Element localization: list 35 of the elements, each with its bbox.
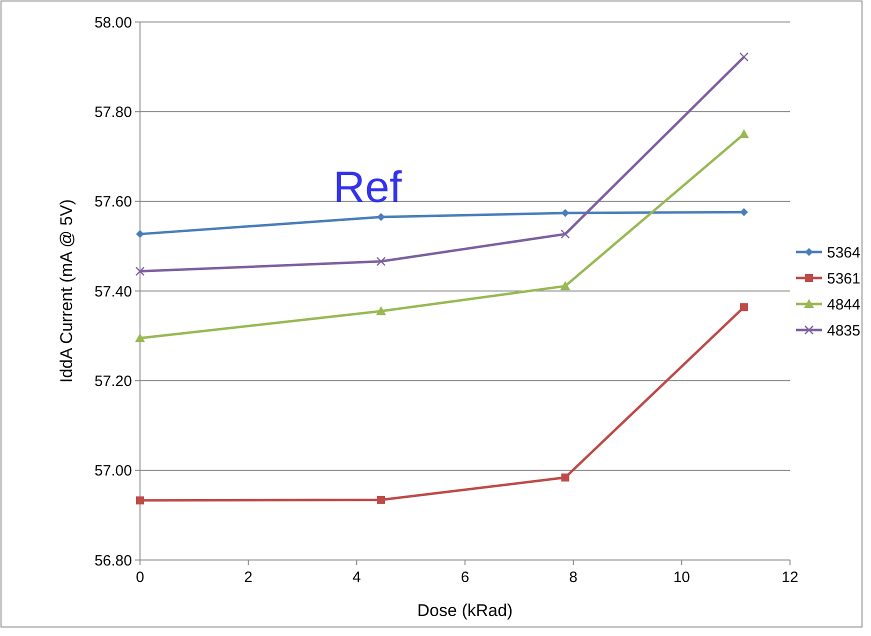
x-tick-label: 10 <box>673 569 690 586</box>
x-tick-label: 0 <box>136 569 144 586</box>
legend-label: 5361 <box>827 270 860 288</box>
y-tick-label: 58.00 <box>94 14 132 32</box>
legend-label: 4835 <box>827 322 860 340</box>
point <box>561 208 570 217</box>
point <box>739 52 749 62</box>
point <box>738 129 749 138</box>
point <box>560 229 570 239</box>
x-tick-label: 2 <box>244 569 253 586</box>
point <box>740 303 748 312</box>
point <box>561 474 570 482</box>
y-tick-label: 57.20 <box>94 372 132 390</box>
point <box>376 256 386 266</box>
point <box>136 230 144 238</box>
annotation: Ref <box>333 163 403 212</box>
y-tick-label: 56.80 <box>94 552 132 570</box>
x-axis-title: Dose (kRad) <box>417 601 513 620</box>
y-tick-label: 57.60 <box>94 194 132 211</box>
y-tick-label: 57.40 <box>94 283 132 300</box>
legend-label: 4844 <box>827 296 860 314</box>
x-tick-label: 4 <box>352 569 361 586</box>
y-tick-label: 57.00 <box>94 462 132 480</box>
x-tick-label: 8 <box>569 569 578 586</box>
y-tick-label: 57.80 <box>94 104 132 121</box>
point <box>135 266 145 276</box>
legend-label: 5364 <box>827 244 860 262</box>
point <box>560 281 570 290</box>
point <box>136 496 144 504</box>
point <box>135 333 145 342</box>
x-tick-label: 12 <box>782 569 798 586</box>
point <box>376 306 386 316</box>
x-tick-label: 6 <box>460 569 470 586</box>
point <box>377 496 386 504</box>
y-axis-title: IddA Current (mA @ 5V) <box>57 199 76 383</box>
